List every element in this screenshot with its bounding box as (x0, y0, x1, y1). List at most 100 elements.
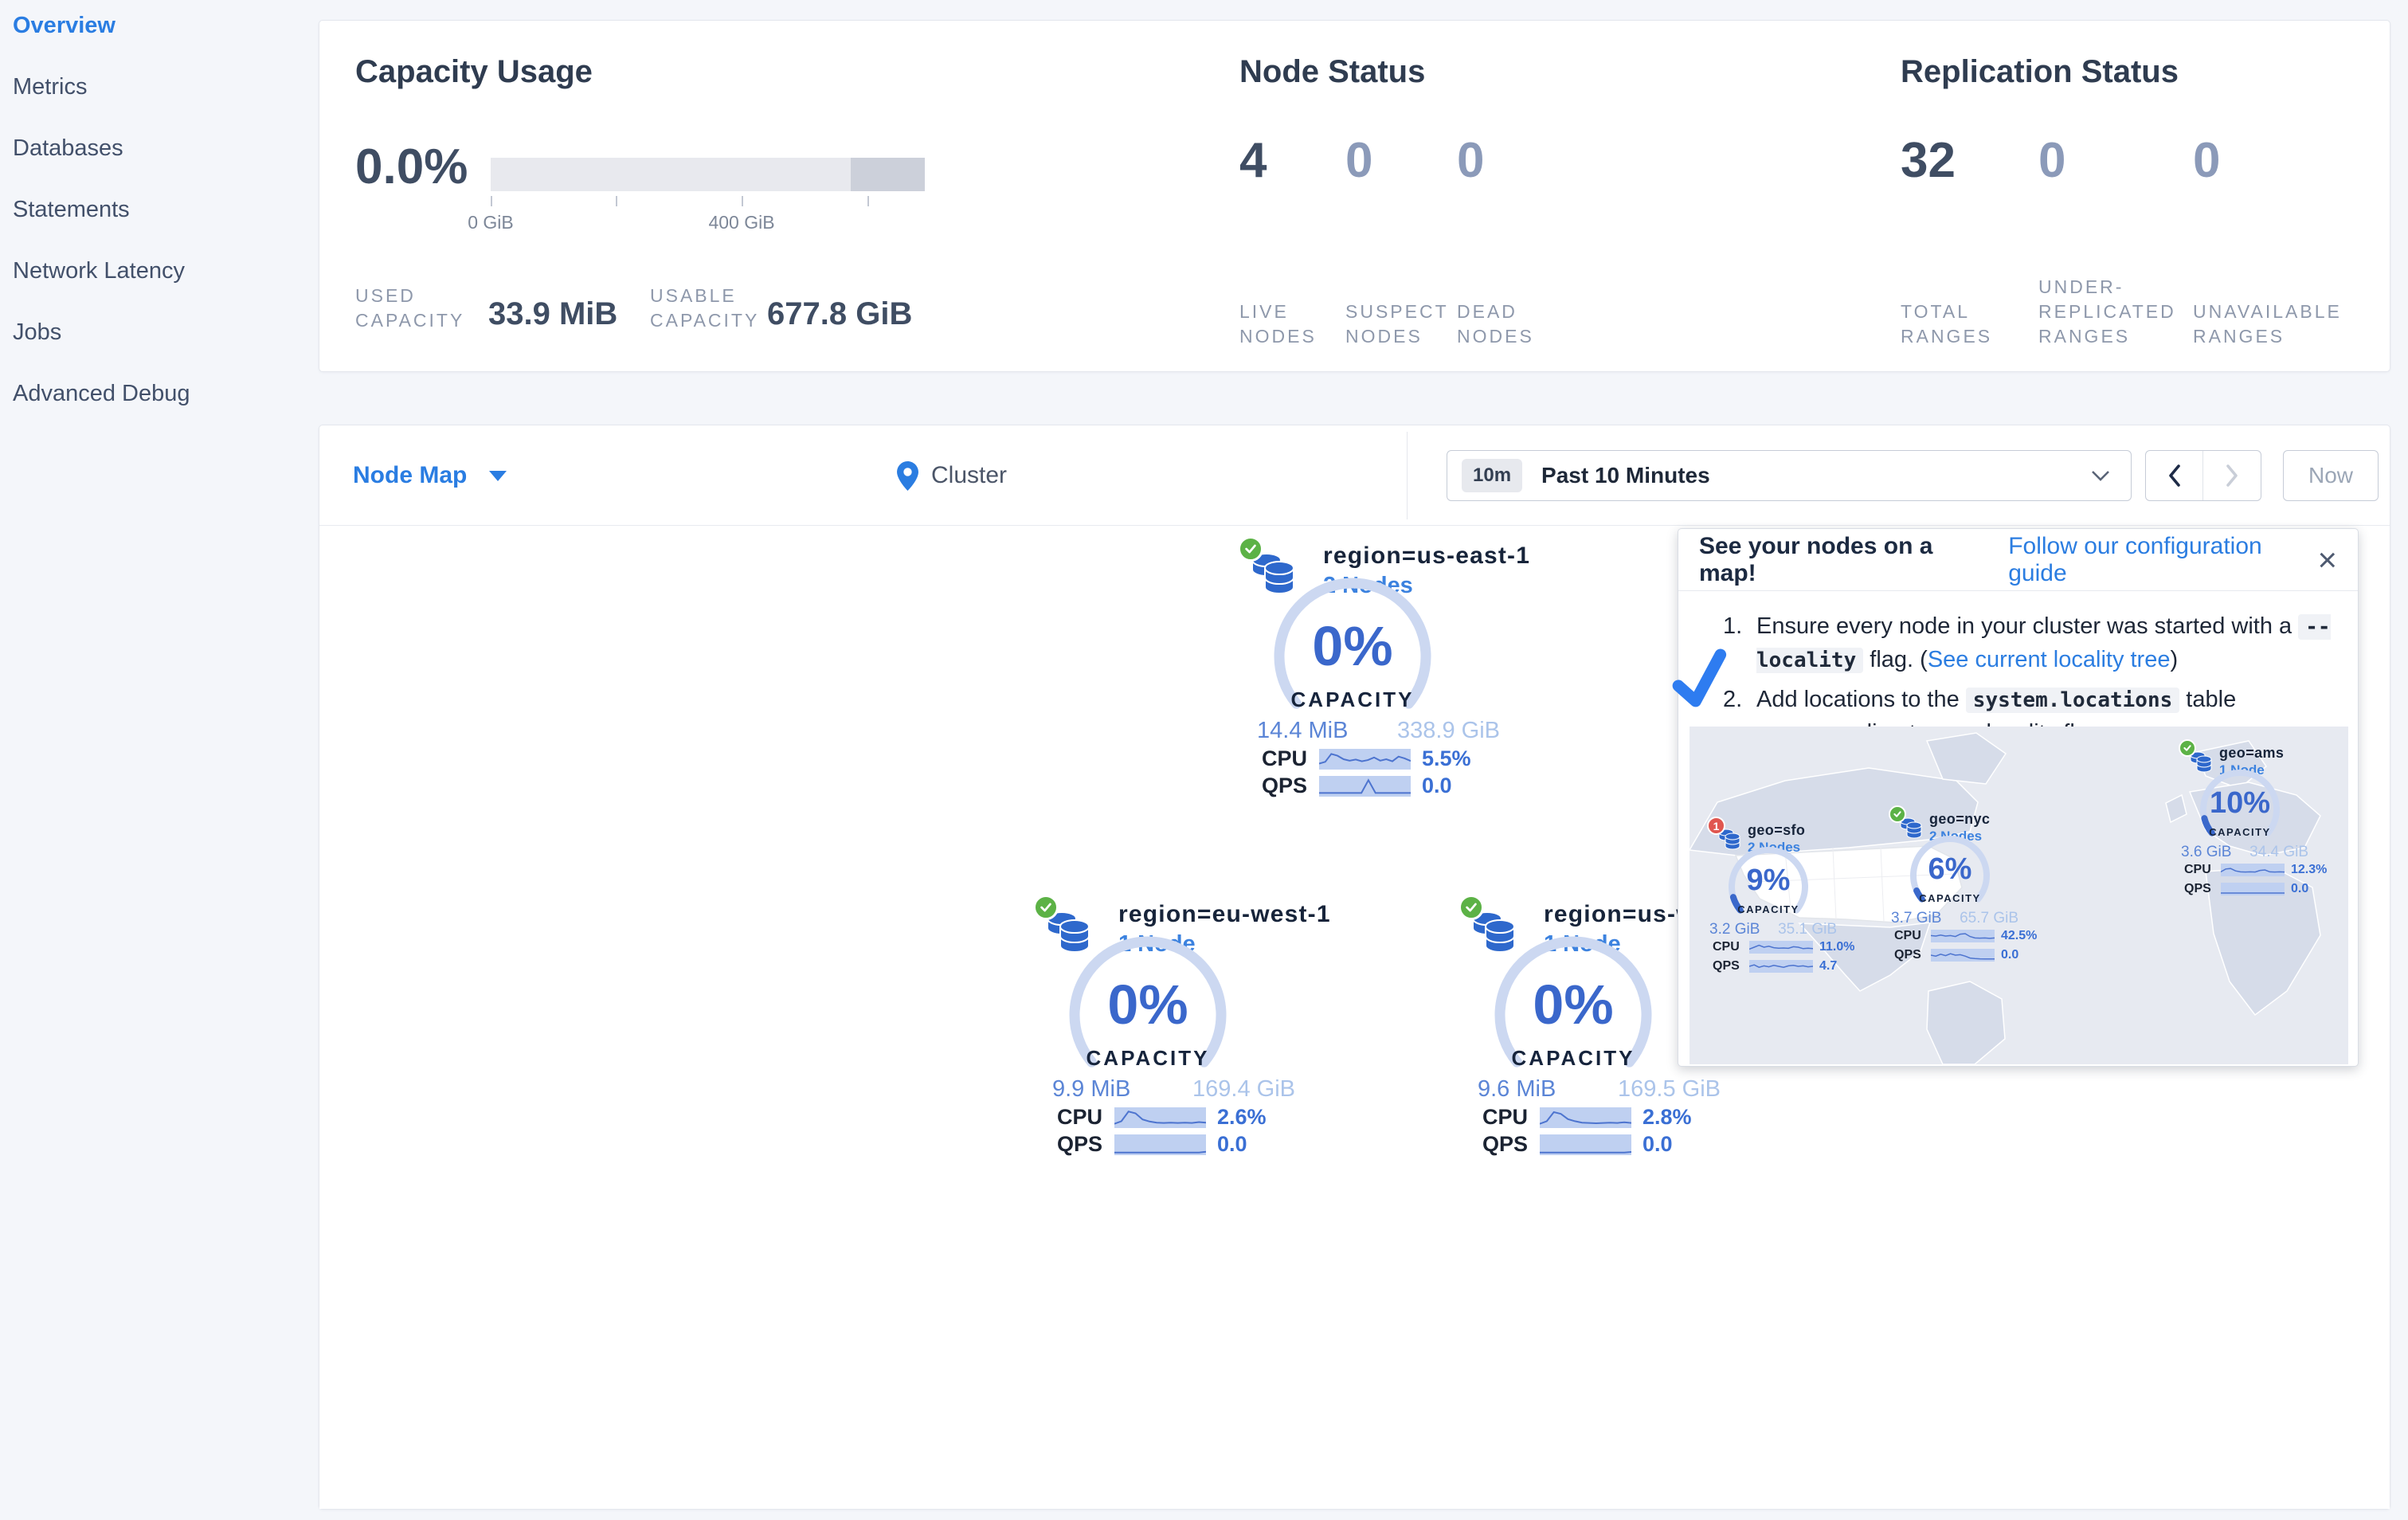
configuration-guide-link[interactable]: Follow our configuration guide (2008, 532, 2262, 586)
breadcrumb-label: Cluster (931, 462, 1008, 488)
capacity-percent: 0% (1533, 974, 1614, 1036)
live-nodes-value: 4 (1239, 133, 1267, 188)
cpu-label: CPU (1262, 746, 1308, 770)
sidebar-item-jobs[interactable]: Jobs (13, 319, 62, 345)
database-nodes-icon (2188, 750, 2214, 780)
cpu-label: CPU (1894, 929, 1921, 942)
sidebar-item-overview[interactable]: Overview (13, 13, 116, 38)
cpu-sparkline (2221, 864, 2285, 876)
sidebar-item-network-latency[interactable]: Network Latency (13, 258, 185, 284)
region-node-us-west-1[interactable]: region=us-west-1 1 Node 0% CAPACITY 9.6 … (1452, 895, 1756, 1165)
qps-value: 0.0 (1217, 1132, 1247, 1156)
time-next-button[interactable] (2203, 451, 2261, 500)
qps-label: QPS (1262, 774, 1308, 797)
cpu-label: CPU (1713, 940, 1740, 954)
region-name: region=eu-west-1 (1118, 901, 1331, 927)
node-map-panel: Node Map Cluster 10m Past 10 Minutes (319, 425, 2390, 1510)
healthy-status-icon (1238, 536, 1263, 562)
dead-nodes-label: DEAD NODES (1457, 301, 1534, 347)
now-button[interactable]: Now (2283, 450, 2379, 501)
capacity-usable-segment (851, 158, 925, 191)
time-prev-button[interactable] (2146, 451, 2203, 500)
locality-tree-link[interactable]: See current locality tree (1927, 647, 2171, 672)
capacity-label: CAPACITY (1919, 892, 1981, 904)
total-capacity: 35.1 GiB (1778, 921, 1837, 938)
capacity-gauge (1494, 936, 1652, 1068)
qps-sparkline (1114, 1134, 1206, 1155)
capacity-percent: 0% (1312, 615, 1393, 677)
minimap-region-geo-ams: geo=ams 1 Node 10% CAPACITY 3.6 GiB 34.4… (2178, 738, 2327, 898)
qps-value: 0.0 (2001, 948, 2019, 962)
cpu-sparkline (1114, 1107, 1206, 1128)
capacity-axis-tick-400: 400 GiB (708, 212, 775, 233)
used-capacity: 9.6 MiB (1478, 1076, 1556, 1102)
live-nodes-label: LIVE NODES (1239, 301, 1317, 347)
cpu-value: 2.8% (1643, 1105, 1692, 1129)
qps-value: 0.0 (2291, 882, 2309, 895)
healthy-status-icon (1459, 895, 1484, 920)
time-range-badge: 10m (1462, 459, 1523, 492)
system-locations-code: system.locations (1965, 688, 2180, 713)
qps-label: QPS (1894, 948, 1921, 962)
replication-status-title: Replication Status (1901, 54, 2179, 89)
sidebar-item-advanced-debug[interactable]: Advanced Debug (13, 381, 190, 406)
node-map-canvas: region=us-east-1 2 Nodes 0% CAPACITY 14.… (319, 526, 2390, 1509)
close-icon[interactable]: × (2317, 540, 2337, 578)
time-range-dropdown[interactable]: 10m Past 10 Minutes (1447, 450, 2132, 501)
qps-value: 0.0 (1643, 1132, 1673, 1156)
capacity-percent: 0% (1107, 974, 1188, 1036)
sidebar-item-metrics[interactable]: Metrics (13, 74, 88, 100)
cpu-value: 2.6% (1217, 1105, 1267, 1129)
suspect-nodes-value: 0 (1345, 133, 1373, 188)
qps-sparkline (1931, 949, 1995, 962)
alert-status-icon: 1 (1707, 817, 1725, 835)
capacity-gauge (1729, 847, 1808, 914)
capacity-gauge (1910, 836, 1990, 903)
region-node-eu-west-1[interactable]: region=eu-west-1 1 Node 0% CAPACITY 9.9 … (1027, 895, 1330, 1165)
under-replicated-ranges-label: UNDER-REPLICATED RANGES (2038, 276, 2176, 347)
capacity-axis-tick-0: 0 GiB (468, 212, 514, 233)
capacity-label: CAPACITY (1290, 688, 1415, 711)
region-node-us-east-1[interactable]: region=us-east-1 2 Nodes 0% CAPACITY 14.… (1231, 536, 1529, 807)
total-ranges-value: 32 (1901, 133, 1956, 188)
used-capacity: 3.2 GiB (1709, 921, 1760, 938)
qps-label: QPS (2184, 882, 2211, 895)
view-selector-dropdown[interactable]: Node Map (353, 425, 507, 526)
blue-checkmark-icon (1664, 644, 1737, 721)
qps-sparkline (1749, 960, 1813, 973)
cpu-label: CPU (1482, 1105, 1529, 1129)
healthy-status-icon (1889, 805, 1906, 823)
time-range-label: Past 10 Minutes (1541, 463, 1710, 488)
database-nodes-icon (1717, 827, 1742, 857)
cpu-label: CPU (1057, 1105, 1103, 1129)
map-pin-icon (897, 460, 918, 491)
qps-sparkline (2221, 883, 2285, 895)
cpu-label: CPU (2184, 863, 2211, 876)
qps-label: QPS (1482, 1132, 1529, 1156)
total-capacity: 34.4 GiB (2249, 844, 2308, 860)
region-name: geo=nyc (1929, 811, 1991, 827)
tooltip-title: See your nodes on a map! (1699, 532, 1933, 586)
sidebar-item-statements[interactable]: Statements (13, 197, 130, 222)
breadcrumb[interactable]: Cluster (897, 425, 1007, 526)
sidebar: Overview Metrics Databases Statements Ne… (0, 0, 319, 1520)
usable-capacity-value: 677.8 GiB (767, 296, 913, 331)
dead-nodes-value: 0 (1457, 133, 1485, 188)
qps-label: QPS (1713, 959, 1740, 973)
sidebar-item-databases[interactable]: Databases (13, 135, 123, 161)
used-capacity: 3.7 GiB (1891, 910, 1942, 926)
qps-sparkline (1540, 1134, 1631, 1155)
total-ranges-label: TOTAL RANGES (1901, 301, 1993, 347)
time-step-buttons (2145, 450, 2261, 501)
capacity-percent: 6% (1928, 852, 1972, 886)
chevron-left-icon (2168, 464, 2180, 487)
healthy-status-icon (1033, 895, 1059, 920)
used-capacity-label: USED CAPACITY (355, 285, 465, 331)
capacity-usage-percent: 0.0% (355, 139, 468, 194)
database-nodes-icon (1898, 816, 1924, 846)
chevron-down-icon (2092, 470, 2109, 481)
total-capacity: 65.7 GiB (1960, 910, 2018, 926)
minimap-region-geo-nyc: geo=nyc 2 Nodes 6% CAPACITY 3.7 GiB 65.7… (1888, 805, 2037, 964)
node-status-title: Node Status (1239, 54, 1426, 89)
